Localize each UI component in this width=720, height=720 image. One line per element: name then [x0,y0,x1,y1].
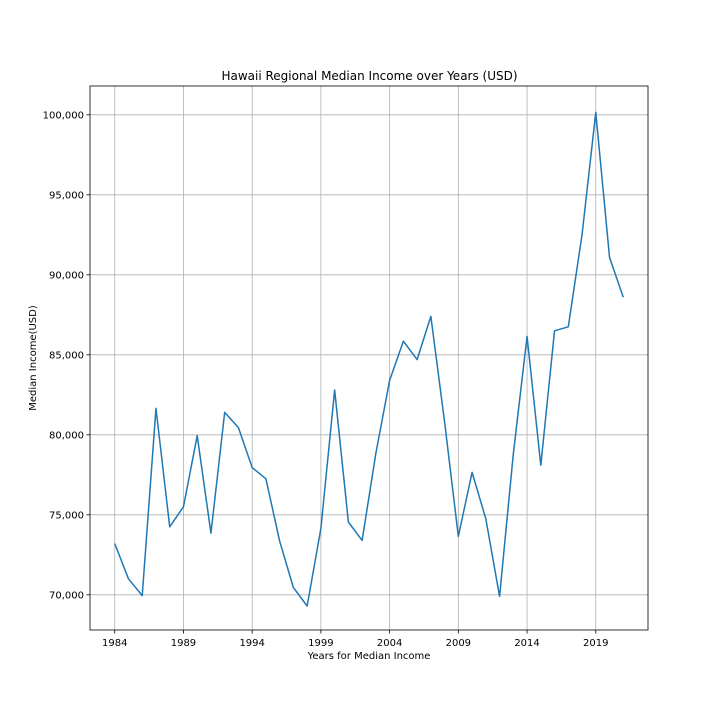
y-axis-label: Median Income(USD) [28,305,39,411]
y-tick-label: 85,000 [49,350,84,361]
y-tick-label: 100,000 [43,110,84,121]
y-tick-label: 95,000 [49,190,84,201]
x-tick-label: 1994 [239,638,264,649]
chart-title: Hawaii Regional Median Income over Years… [221,69,517,83]
y-tick-label: 90,000 [49,270,84,281]
y-tick-label: 70,000 [49,590,84,601]
x-axis-label: Years for Median Income [307,651,431,662]
x-tick-label: 2009 [446,638,471,649]
x-axis: 1984 1989 1994 1999 2004 2009 2014 2019 [102,630,608,649]
plot-frame [89,85,649,631]
x-tick-label: 2019 [583,638,608,649]
series-layer [114,111,624,607]
y-tick-label: 80,000 [49,430,84,441]
grid [90,86,648,630]
x-tick-label: 1989 [171,638,196,649]
x-tick-label: 2004 [377,638,402,649]
x-tick-label: 2014 [514,638,539,649]
y-tick-label: 75,000 [49,510,84,521]
y-axis: 70,000 75,000 80,000 85,000 90,000 95,000 100,… [43,110,90,601]
x-tick-label: 1984 [102,638,127,649]
x-tick-label: 1999 [308,638,333,649]
income-line [114,111,624,607]
